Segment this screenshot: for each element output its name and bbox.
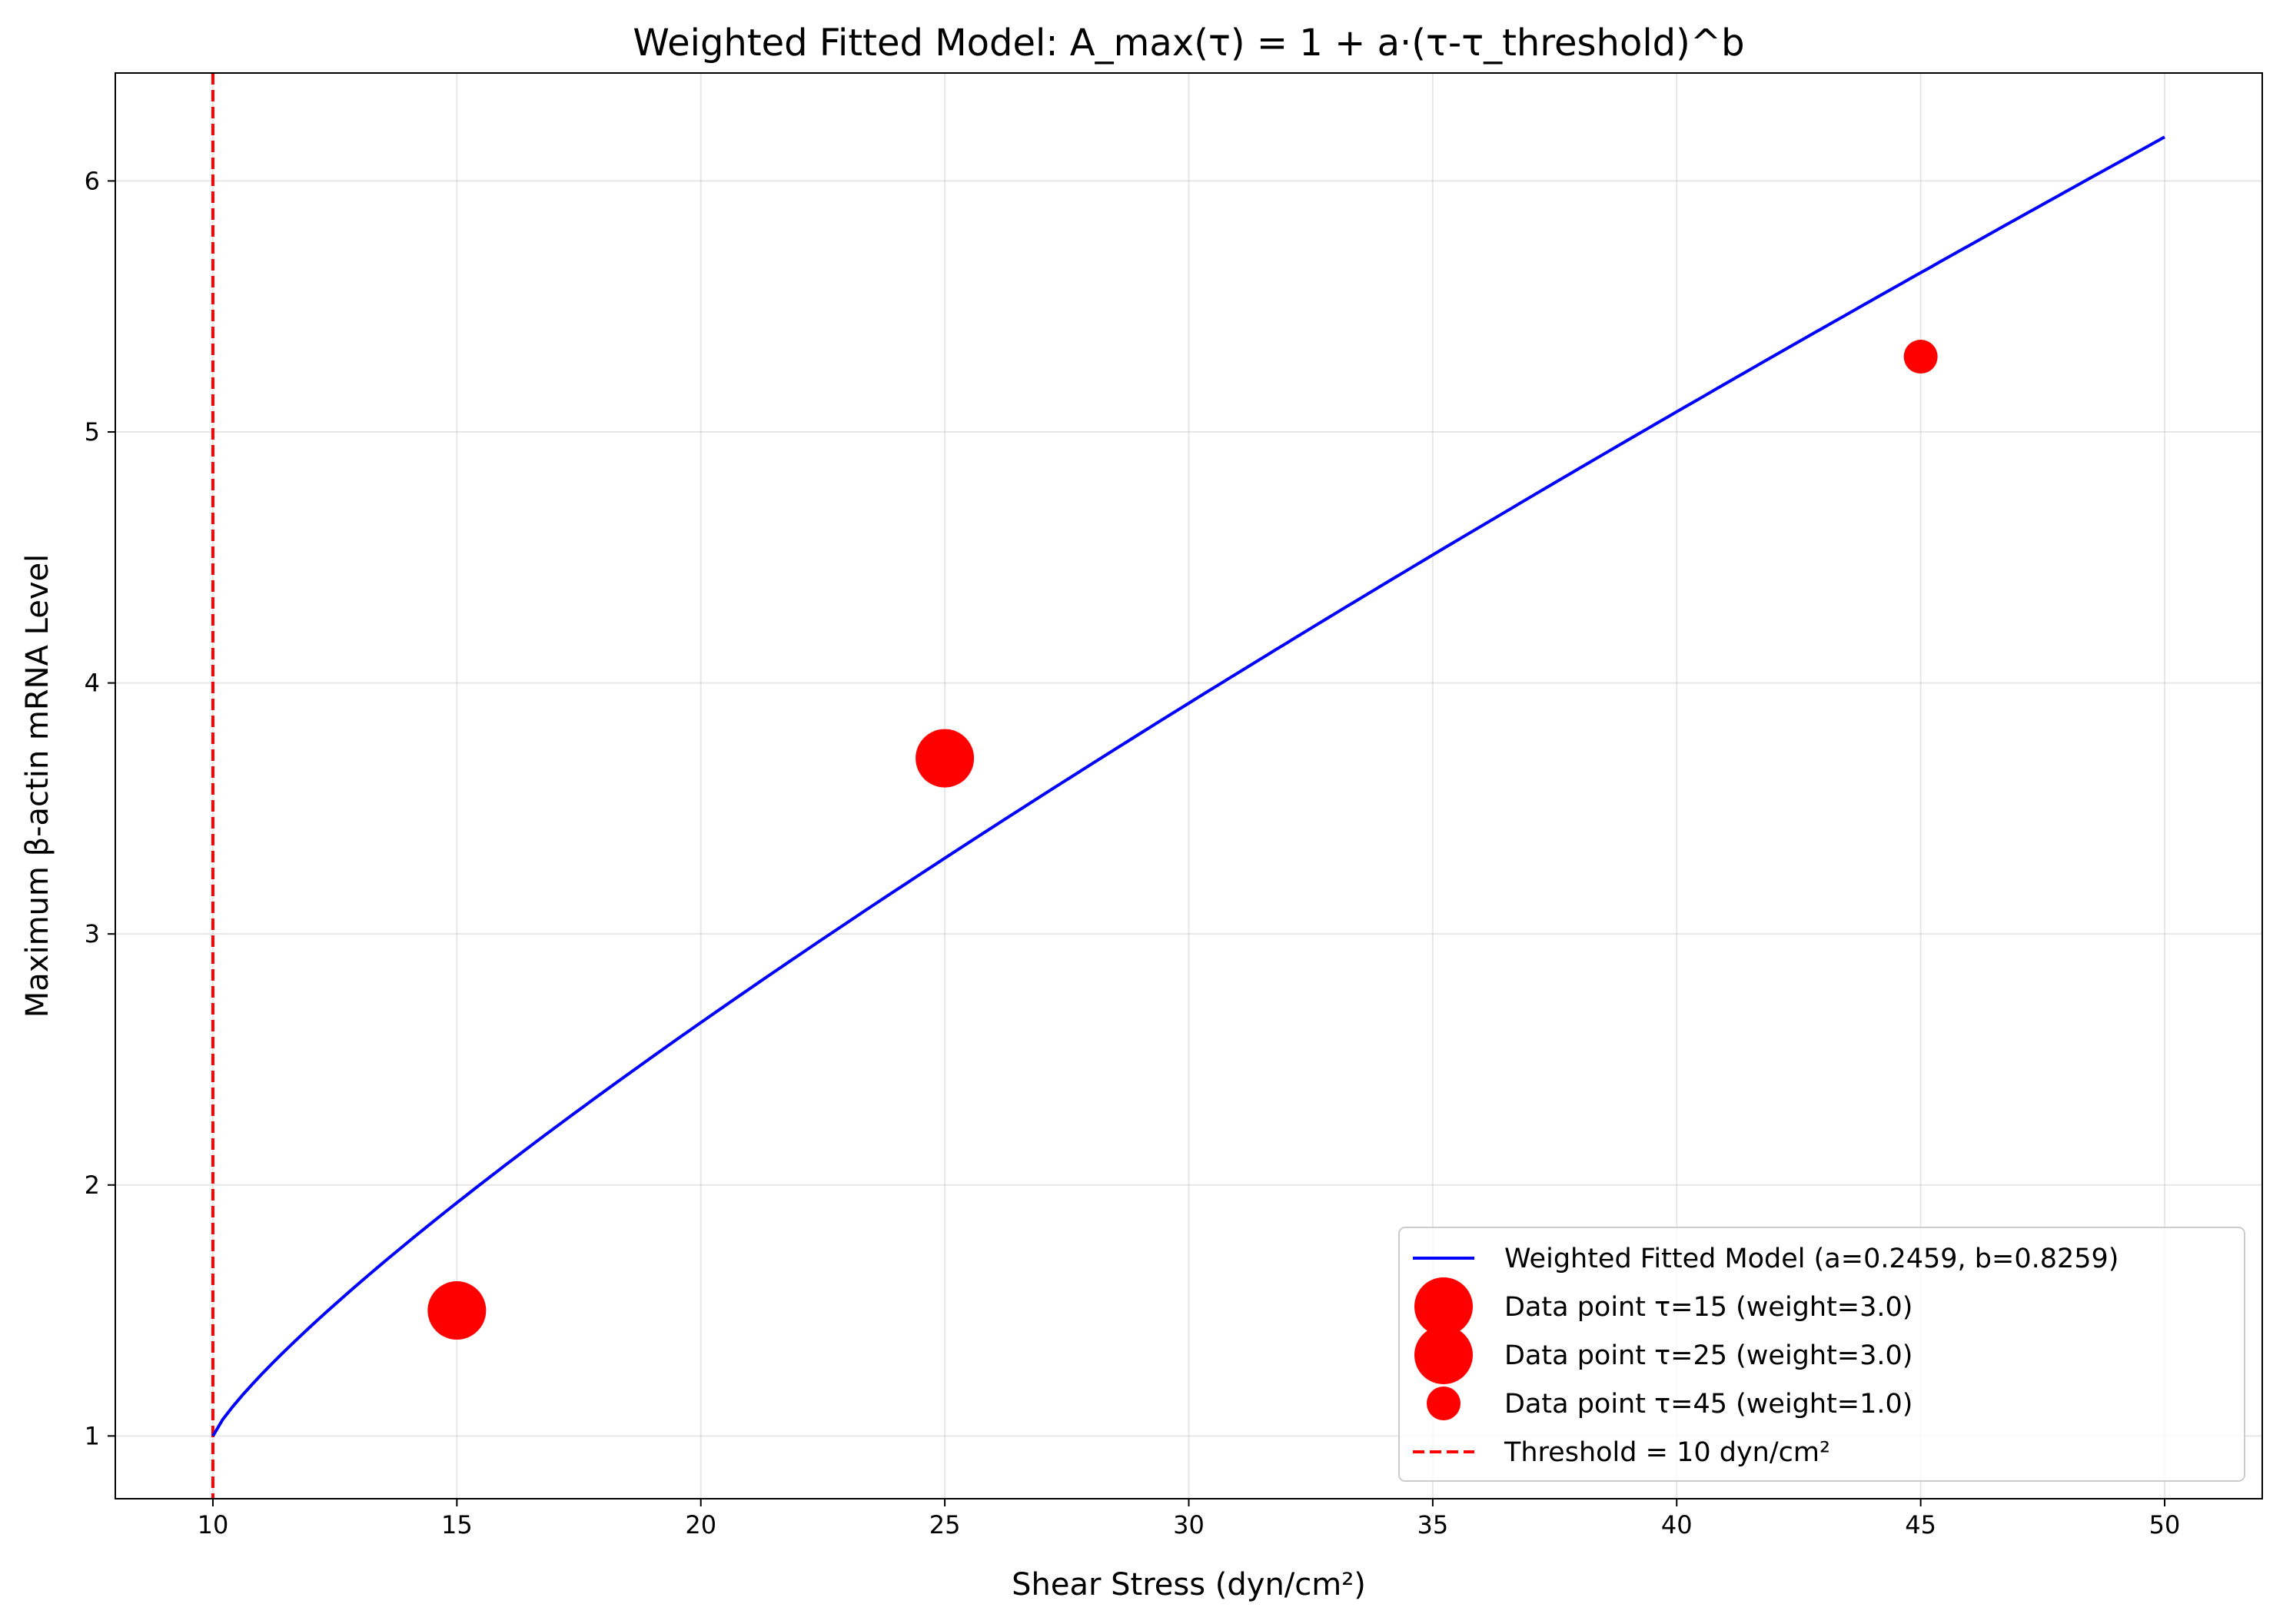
x-axis-label: Shear Stress (dyn/cm²) [1012,1567,1366,1602]
y-tick-label: 2 [85,1171,100,1200]
x-tick-label: 35 [1417,1510,1449,1539]
y-tick-label: 4 [85,669,100,698]
legend-swatch-point [1414,1326,1473,1384]
legend: Weighted Fitted Model (a=0.2459, b=0.825… [1398,1227,2245,1482]
y-tick-label: 1 [85,1421,100,1450]
y-tick-label: 6 [85,166,100,195]
x-tick-label: 15 [441,1510,473,1539]
data-point [916,729,975,788]
x-tick-label: 40 [1661,1510,1693,1539]
chart-title: Weighted Fitted Model: A_max(τ) = 1 + a·… [633,22,1744,65]
data-point [427,1281,487,1340]
model-curve [211,135,2165,1437]
legend-label: Threshold = 10 dyn/cm² [1504,1437,1830,1468]
series-layer [211,135,2165,1437]
x-tick-label: 25 [929,1510,961,1539]
x-tick-label: 30 [1173,1510,1205,1539]
legend-swatch-point [1427,1387,1461,1420]
legend-label: Weighted Fitted Model (a=0.2459, b=0.825… [1504,1244,2119,1274]
y-tick-label: 5 [85,417,100,447]
x-tick-label: 50 [2149,1510,2181,1539]
x-tick-label: 10 [198,1510,229,1539]
y-tick-label: 3 [85,919,100,948]
legend-label: Data point τ=25 (weight=3.0) [1504,1340,1912,1371]
legend-swatch-point [1414,1277,1473,1336]
y-axis-label: Maximum β-actin mRNA Level [20,554,55,1018]
x-tick-label: 45 [1905,1510,1936,1539]
legend-label: Data point τ=45 (weight=1.0) [1504,1389,1912,1420]
x-tick-label: 20 [685,1510,716,1539]
legend-label: Data point τ=15 (weight=3.0) [1504,1292,1912,1323]
data-point [1903,340,1938,374]
legend-frame [1398,1227,2245,1482]
